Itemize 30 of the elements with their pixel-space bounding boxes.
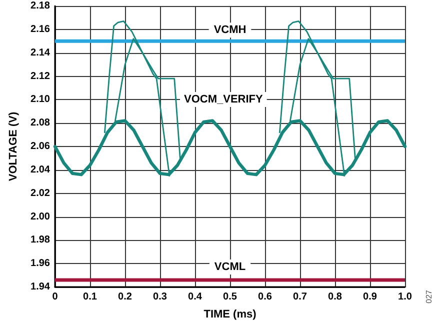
y-tick-label: 2.16 bbox=[30, 24, 50, 35]
x-tick-label: 0.4 bbox=[188, 292, 202, 302]
x-tick-label: 0.5 bbox=[223, 292, 238, 302]
text: 027 bbox=[424, 289, 434, 304]
y-tick-label: 2.12 bbox=[30, 70, 50, 82]
y-tick-label: 2.06 bbox=[30, 141, 50, 152]
x-axis-title: TIME (ms) bbox=[204, 308, 257, 320]
y-tick-label: 2.10 bbox=[30, 94, 50, 106]
x-tick-label: 0.3 bbox=[153, 292, 168, 302]
y-tick-label: 1.94 bbox=[30, 282, 50, 292]
y-tick-label: 2.08 bbox=[30, 118, 50, 129]
y-tick-label: 2.04 bbox=[30, 164, 50, 176]
ref-line-label: VCML bbox=[214, 260, 246, 273]
y-tick-label: 2.14 bbox=[30, 47, 50, 58]
ref-line-label: VCMH bbox=[214, 24, 246, 36]
y-tick-label: 2.02 bbox=[30, 188, 50, 199]
x-tick-label: 0.7 bbox=[293, 292, 308, 302]
x-tick-label: 1.0 bbox=[398, 292, 412, 302]
annotation: VOCM_VERIFY bbox=[184, 94, 264, 106]
x-tick-label: 0.6 bbox=[258, 292, 272, 302]
x-tick-label: 0.8 bbox=[328, 292, 342, 302]
x-tick-label: 0 bbox=[52, 292, 58, 302]
x-tick-label: 0.1 bbox=[83, 292, 98, 302]
x-tick-label: 0.2 bbox=[118, 292, 132, 302]
y-tick-label: 1.96 bbox=[30, 258, 50, 270]
y-tick-label: 1.98 bbox=[30, 234, 50, 246]
y-axis-title: VOLTAGE (V) bbox=[8, 112, 20, 182]
x-tick-label: 0.9 bbox=[363, 292, 378, 302]
y-tick-label: 2.18 bbox=[30, 0, 50, 12]
y-tick-label: 2.00 bbox=[30, 211, 50, 222]
